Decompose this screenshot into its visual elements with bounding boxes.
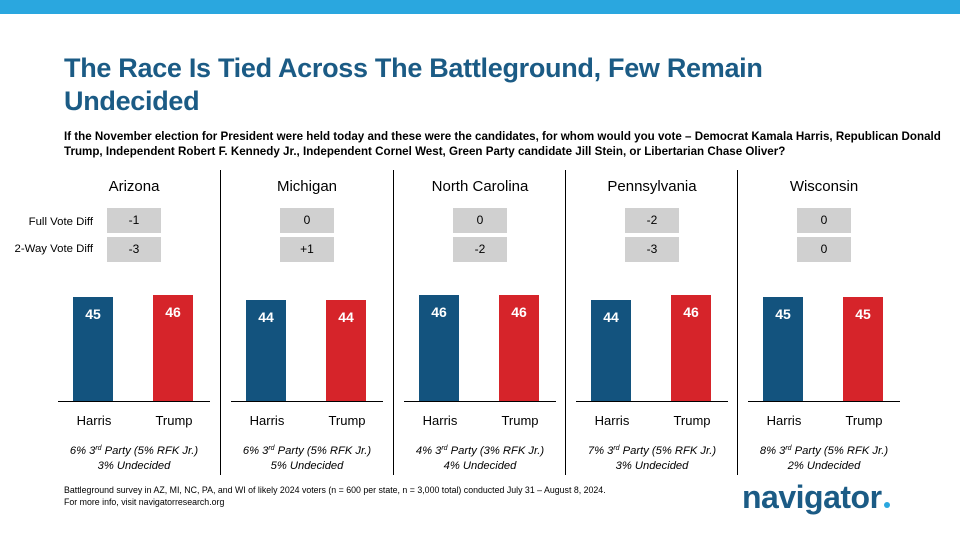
panel-divider <box>220 170 221 475</box>
bar-value-label: 46 <box>431 304 447 320</box>
third-party-note: 4% 3rd Party (3% RFK Jr.) 4% Undecided <box>396 444 564 474</box>
state-panel: Wisconsin 0 0 45 Harris 45 Trump 8% 3rd Party (… <box>740 168 908 480</box>
footnote: Battleground survey in AZ, MI, NC, PA, a… <box>64 484 704 508</box>
harris-label: Harris <box>422 413 458 428</box>
navigator-logo: navigator <box>742 477 890 517</box>
state-panel: Arizona -1 -3 45 Harris 46 Trump 6% 3rd Party (… <box>50 168 218 480</box>
bar-value-label: 44 <box>603 309 619 325</box>
bar-value-label: 44 <box>258 309 274 325</box>
state-panel: Michigan 0 +1 44 Harris 44 Trump 6% 3rd Party (… <box>223 168 391 480</box>
page-title: The Race Is Tied Across The Battleground… <box>64 53 763 116</box>
state-panel: North Carolina 0 -2 46 Harris 46 Trump 4% 3rd P… <box>396 168 564 480</box>
ordinal-suffix: rd <box>613 445 620 452</box>
chart-baseline <box>404 401 556 402</box>
state-name: Pennsylvania <box>607 178 697 195</box>
trump-label: Trump <box>845 413 883 428</box>
third-party-note: 8% 3rd Party (5% RFK Jr.) 2% Undecided <box>740 444 908 474</box>
undecided-share: 3% Undecided <box>97 460 171 472</box>
full-vote-diff-value: 0 <box>797 208 851 233</box>
trump-bar: 46 <box>153 295 193 401</box>
panel-divider <box>565 170 566 475</box>
undecided-share: 3% Undecided <box>615 460 689 472</box>
trump-bar: 44 <box>326 300 366 401</box>
footnote-link: For more info, visit navigatorresearch.o… <box>64 497 225 507</box>
full-vote-diff-value: -1 <box>107 208 161 233</box>
trump-bar: 46 <box>671 295 711 401</box>
two-way-vote-diff-value: 0 <box>797 237 851 262</box>
harris-label: Harris <box>594 413 630 428</box>
two-way-vote-diff-label: 2-Way Vote Diff <box>14 243 94 255</box>
state-name: Arizona <box>108 178 160 195</box>
trump-label: Trump <box>501 413 539 428</box>
bar-value-label: 45 <box>85 306 101 322</box>
bar-value-label: 45 <box>855 306 871 322</box>
bar-value-label: 46 <box>683 304 699 320</box>
chart-baseline <box>231 401 383 402</box>
state-name: Michigan <box>276 178 338 195</box>
harris-bar: 44 <box>591 300 631 401</box>
panel-divider <box>737 170 738 475</box>
state-panel: Pennsylvania -2 -3 44 Harris 46 Trump 7% 3rd Pa… <box>568 168 736 480</box>
two-way-vote-diff-value: -3 <box>107 237 161 262</box>
third-party-note: 7% 3rd Party (5% RFK Jr.) 3% Undecided <box>568 444 736 474</box>
chart-baseline <box>748 401 900 402</box>
ordinal-suffix: rd <box>785 445 792 452</box>
undecided-share: 2% Undecided <box>787 460 861 472</box>
two-way-vote-diff-value: +1 <box>280 237 334 262</box>
bar-value-label: 45 <box>775 306 791 322</box>
trump-bar: 46 <box>499 295 539 401</box>
third-party-note: 6% 3rd Party (5% RFK Jr.) 5% Undecided <box>223 444 391 474</box>
third-party-share: 4% 3rd Party (3% RFK Jr.) <box>415 445 545 457</box>
full-vote-diff-label: Full Vote Diff <box>28 216 93 228</box>
harris-bar: 46 <box>419 295 459 401</box>
third-party-note: 6% 3rd Party (5% RFK Jr.) 3% Undecided <box>50 444 218 474</box>
footnote-methodology: Battleground survey in AZ, MI, NC, PA, a… <box>64 485 606 495</box>
third-party-share: 8% 3rd Party (5% RFK Jr.) <box>759 445 889 457</box>
ordinal-suffix: rd <box>95 445 102 452</box>
ordinal-suffix: rd <box>441 445 448 452</box>
state-name: North Carolina <box>431 178 529 195</box>
undecided-share: 4% Undecided <box>443 460 517 472</box>
full-vote-diff-value: -2 <box>625 208 679 233</box>
two-way-vote-diff-value: -3 <box>625 237 679 262</box>
chart-baseline <box>58 401 210 402</box>
harris-bar: 45 <box>763 297 803 401</box>
bar-value-label: 46 <box>511 304 527 320</box>
survey-question: If the November election for President w… <box>64 130 941 158</box>
harris-bar: 44 <box>246 300 286 401</box>
trump-label: Trump <box>673 413 711 428</box>
panel-divider <box>393 170 394 475</box>
harris-label: Harris <box>249 413 285 428</box>
harris-label: Harris <box>766 413 802 428</box>
state-name: Wisconsin <box>789 178 859 195</box>
full-vote-diff-value: 0 <box>280 208 334 233</box>
trump-bar: 45 <box>843 297 883 401</box>
bar-value-label: 44 <box>338 309 354 325</box>
logo-dot-icon <box>883 502 890 508</box>
trump-label: Trump <box>155 413 193 428</box>
harris-bar: 45 <box>73 297 113 401</box>
harris-label: Harris <box>76 413 112 428</box>
trump-label: Trump <box>328 413 366 428</box>
logo-text: navigator <box>742 479 882 515</box>
third-party-share: 6% 3rd Party (5% RFK Jr.) <box>242 445 372 457</box>
two-way-vote-diff-value: -2 <box>453 237 507 262</box>
full-vote-diff-value: 0 <box>453 208 507 233</box>
ordinal-suffix: rd <box>268 445 275 452</box>
top-accent-bar <box>0 0 960 14</box>
third-party-share: 6% 3rd Party (5% RFK Jr.) <box>69 445 199 457</box>
chart-baseline <box>576 401 728 402</box>
third-party-share: 7% 3rd Party (5% RFK Jr.) <box>587 445 717 457</box>
bar-value-label: 46 <box>165 304 181 320</box>
undecided-share: 5% Undecided <box>270 460 344 472</box>
